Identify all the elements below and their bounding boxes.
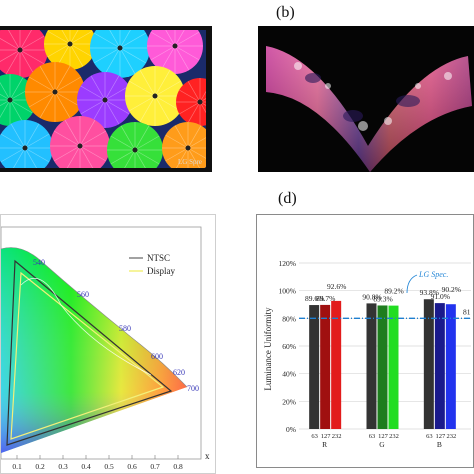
wavelength-580: 580 — [119, 324, 131, 333]
y-tick-label: 60% — [282, 342, 296, 351]
white-point-curve — [20, 278, 152, 376]
cie-chromaticity-diagram: 540 560 580 600 620 700 NTSC Display 0.1… — [0, 214, 216, 474]
bar-value-label: 90.8% — [362, 292, 381, 301]
pinwheel — [162, 122, 206, 168]
wavelength-560: 560 — [77, 290, 89, 299]
group-label: R — [322, 440, 327, 449]
bar-value-label: 89.6% — [305, 294, 324, 303]
level-label: 232 — [446, 433, 456, 440]
x-tick-label: 0.1 — [12, 462, 22, 471]
reference-line: LG Spec. 81 — [299, 270, 471, 319]
pinwheel — [44, 30, 96, 70]
level-label: 127 — [378, 433, 389, 440]
bar-value-label: 89.2% — [384, 287, 403, 296]
level-label: 232 — [332, 433, 342, 440]
bar — [423, 299, 434, 429]
y-tick-label: 20% — [282, 397, 296, 406]
level-label: 232 — [389, 433, 399, 440]
bar — [388, 305, 399, 429]
y-tick-label: 100% — [279, 287, 297, 296]
level-label: 127 — [321, 433, 332, 440]
plot-frame — [1, 226, 202, 460]
bar-value-label: 92.6% — [327, 282, 346, 291]
x-tick-label: 0.7 — [150, 462, 160, 471]
bar — [377, 305, 388, 429]
ntsc-triangle — [6, 259, 173, 446]
x-tick-label: 0.6 — [127, 462, 137, 471]
curved-display-photo — [258, 26, 474, 172]
group-label: G — [379, 440, 385, 449]
wavelength-700: 700 — [187, 384, 199, 393]
pinwheel — [0, 120, 53, 168]
spectral-locus — [1, 247, 188, 388]
bar-value-label: 89.3% — [373, 294, 392, 303]
level-label: 127 — [435, 433, 446, 440]
luminance-uniformity-chart: Luminance Uniformity 0% 20% 40% 60% 80% 100% 1… — [256, 214, 474, 468]
panel-label-d: (d) — [278, 190, 297, 207]
x-tick-label: 0.2 — [35, 462, 45, 471]
bar-labels: 89.6%89.7% 92.6% 90.8%89.3%89.2% 93.8%91.0%… — [305, 282, 461, 304]
cie-legend: NTSC Display — [129, 253, 175, 276]
bar — [366, 303, 377, 429]
spec-label: LG Spec. — [418, 270, 448, 279]
flat-display-photo: LG Spre — [0, 26, 212, 172]
panel-label-b: (b) — [276, 4, 295, 21]
display-gamut — [10, 271, 165, 440]
bar — [434, 303, 445, 429]
bar-value-label: 91.0% — [431, 292, 450, 301]
x-tick-label: 0.5 — [104, 462, 114, 471]
cie-x-axis-letter: x — [205, 451, 210, 461]
y-tick-label: 0% — [286, 425, 296, 434]
photo-watermark: LG Spre — [178, 158, 202, 166]
pinwheel — [0, 30, 48, 78]
spec-arrow — [406, 274, 418, 294]
legend-ntsc: NTSC — [147, 253, 170, 263]
bar-value-label: 90.2% — [442, 285, 461, 294]
wavelength-600: 600 — [151, 352, 163, 361]
y-ticks: 0% 20% 40% 60% 80% 100% 120% — [279, 259, 297, 434]
x-tick-label: 0.8 — [173, 462, 183, 471]
wavelength-540: 540 — [33, 258, 45, 267]
bar — [320, 304, 331, 429]
level-label: 63 — [369, 433, 376, 440]
pinwheel — [90, 30, 150, 78]
bar — [331, 300, 342, 429]
pinwheel-image: LG Spre — [0, 30, 206, 168]
bar — [309, 305, 320, 429]
bar — [445, 304, 456, 429]
bars — [309, 299, 456, 429]
pinwheel — [147, 30, 203, 74]
y-tick-label: 120% — [279, 259, 297, 268]
bar-value-label: 93.8% — [420, 288, 439, 297]
y-axis-label: Luminance Uniformity — [263, 307, 273, 391]
spec-tail-label: 81 — [463, 307, 471, 316]
y-tick-label: 80% — [282, 314, 296, 323]
pinwheel — [176, 78, 206, 126]
x-tick-label: 0.4 — [81, 462, 91, 471]
curved-screen-image — [266, 46, 472, 172]
group-label: B — [437, 440, 442, 449]
legend-display: Display — [147, 266, 175, 276]
level-label: 63 — [311, 433, 318, 440]
pinwheel — [107, 122, 163, 168]
cie-x-ticks: 0.1 0.2 0.3 0.4 0.5 0.6 0.7 0.8 — [12, 455, 183, 471]
bar-value-label: 89.7% — [316, 294, 335, 303]
pinwheel — [50, 116, 110, 168]
level-label: 63 — [426, 433, 433, 440]
x-tick-label: 0.3 — [58, 462, 68, 471]
y-tick-label: 40% — [282, 370, 296, 379]
wavelength-620: 620 — [173, 368, 185, 377]
